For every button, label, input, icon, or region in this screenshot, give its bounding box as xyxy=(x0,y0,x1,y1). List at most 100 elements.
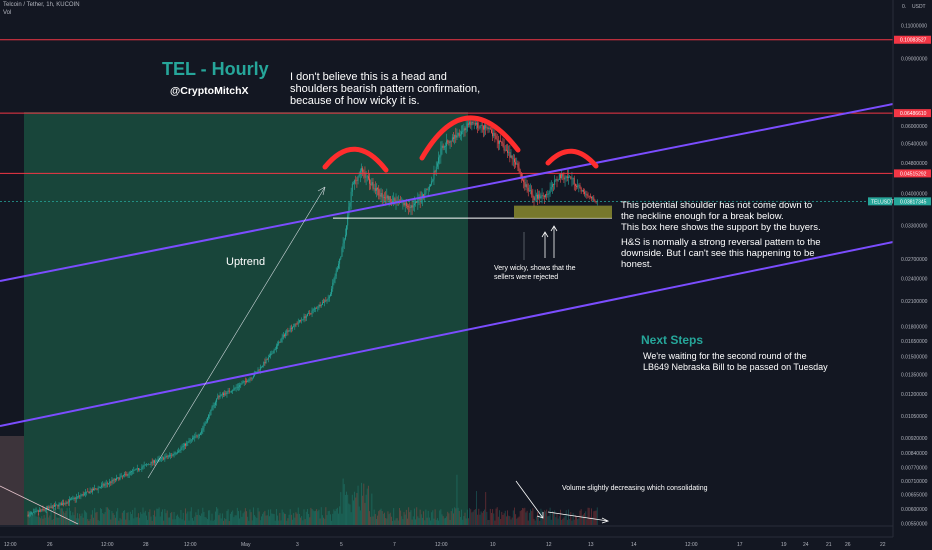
candle-body xyxy=(305,315,307,318)
candle-body xyxy=(425,189,427,194)
candle-body xyxy=(509,152,511,158)
volume-bar xyxy=(501,511,503,525)
candle-body xyxy=(531,190,533,195)
volume-bar xyxy=(415,519,416,525)
volume-bar xyxy=(399,508,400,525)
candle-body xyxy=(158,458,160,460)
candle-body xyxy=(236,387,238,388)
candle-body xyxy=(457,133,459,136)
volume-bar xyxy=(126,512,128,525)
candle-body xyxy=(66,501,68,504)
candle-body xyxy=(354,180,356,184)
candle-body xyxy=(412,205,414,208)
volume-bar xyxy=(289,509,291,525)
candle-body xyxy=(149,464,151,466)
candle-body xyxy=(257,369,259,372)
time-tick: 3 xyxy=(296,542,299,548)
candle-body xyxy=(545,194,546,198)
volume-bar xyxy=(175,515,177,525)
volume-bar xyxy=(112,513,114,525)
candle-body xyxy=(94,488,96,491)
candle-body xyxy=(70,499,71,500)
volume-bar xyxy=(346,491,347,525)
volume-bar xyxy=(292,519,293,525)
volume-bar xyxy=(293,513,295,525)
candle-body xyxy=(326,299,328,301)
candle-body xyxy=(41,509,43,511)
volume-bar xyxy=(286,520,288,525)
volume-bar xyxy=(200,515,201,525)
candle-body xyxy=(565,176,567,178)
candle-body xyxy=(524,182,526,187)
volume-bar xyxy=(210,520,212,525)
candle-body xyxy=(584,191,586,195)
volume-bar xyxy=(366,488,368,525)
candle-body xyxy=(369,178,370,184)
candle-body xyxy=(196,435,198,437)
volume-bar xyxy=(386,518,388,525)
volume-bar xyxy=(507,510,508,525)
time-tick: 17 xyxy=(737,542,743,548)
volume-bar xyxy=(401,516,403,525)
candle-body xyxy=(266,359,268,361)
candle-body xyxy=(72,497,74,499)
volume-bar xyxy=(282,512,284,525)
candles xyxy=(27,116,598,518)
candle-body xyxy=(301,319,303,321)
price-badge-label: 0.06486610 xyxy=(900,111,927,117)
volume-bar xyxy=(526,510,528,525)
volume-bar xyxy=(511,517,513,525)
uptrend-arrow xyxy=(147,186,326,479)
volume-note: Volume slightly decreasing which consoli… xyxy=(562,485,708,492)
volume-bar xyxy=(581,515,583,525)
volume-bar xyxy=(380,508,382,525)
symbol-header[interactable]: Telcoin / Tether, 1h, KUCOIN xyxy=(3,2,80,8)
volume-bar xyxy=(372,516,374,525)
volume-bar xyxy=(591,508,592,525)
volume-bar xyxy=(416,507,418,525)
volume-bar xyxy=(568,509,569,525)
volume-bar xyxy=(88,520,90,525)
price-tick: 0.00920000 xyxy=(901,436,928,442)
price-tick: 0.01050000 xyxy=(901,414,928,420)
volume-bar xyxy=(220,518,222,525)
lower-left-diagonal xyxy=(0,485,79,525)
volume-bar xyxy=(241,516,243,525)
candle-body xyxy=(282,334,284,338)
candle-body xyxy=(380,193,382,197)
candle-body xyxy=(415,201,416,204)
candle-body xyxy=(263,362,265,366)
volume-bar xyxy=(254,515,255,525)
volume-bar xyxy=(89,519,91,525)
volume-bar xyxy=(48,517,50,525)
candle-body xyxy=(526,184,528,188)
volume-bar xyxy=(451,508,453,525)
candle-body xyxy=(51,506,53,509)
head-arc xyxy=(419,115,521,161)
volume-bar xyxy=(564,515,566,525)
volume-bar xyxy=(487,520,489,525)
volume-bar xyxy=(340,492,342,525)
candle-body xyxy=(389,196,391,202)
candle-body xyxy=(103,484,105,486)
candle-body xyxy=(373,188,375,189)
volume-bar xyxy=(359,510,361,525)
price-badge-label: 0.03817345 xyxy=(900,199,927,205)
candle-body xyxy=(128,472,130,475)
candle-body xyxy=(402,202,404,204)
volume-bar xyxy=(104,512,106,525)
lower-left-zone xyxy=(0,436,24,525)
candle-body xyxy=(447,140,449,143)
volume-indicator-label[interactable]: Vol xyxy=(3,10,12,16)
volume-bar xyxy=(333,509,335,525)
candle-body xyxy=(100,486,101,488)
volume-bar xyxy=(250,512,252,525)
volume-bar xyxy=(537,512,538,525)
volume-bar xyxy=(500,519,502,525)
volume-bar xyxy=(335,508,337,525)
volume-bar xyxy=(471,512,473,525)
volume-bar xyxy=(255,516,257,525)
volume-bar xyxy=(37,513,39,525)
